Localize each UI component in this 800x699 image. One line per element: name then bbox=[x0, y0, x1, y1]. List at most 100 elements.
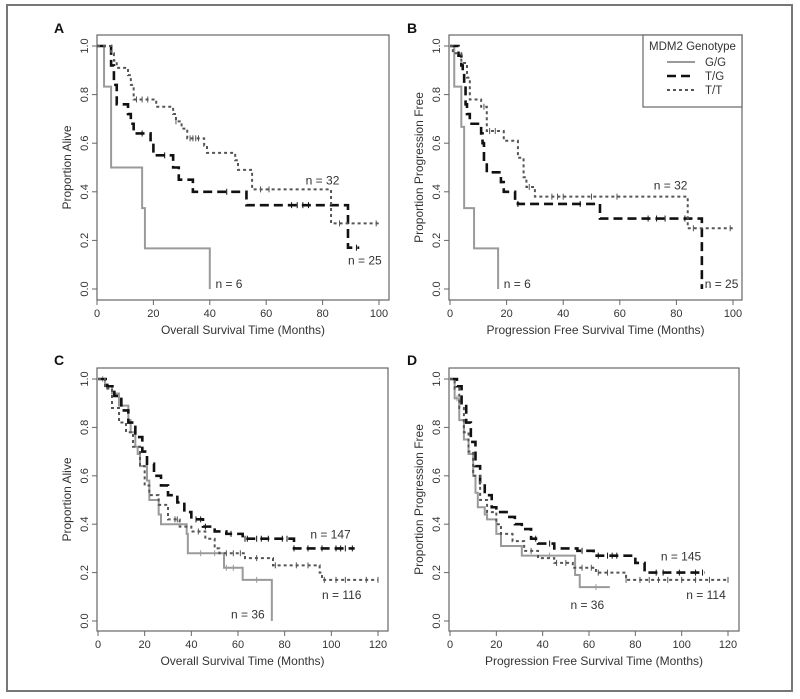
sample-size-label: n = 32 bbox=[654, 178, 688, 192]
y-tick-label: 0.0 bbox=[79, 281, 91, 296]
x-tick-label: 20 bbox=[147, 308, 159, 320]
y-tick-label: 0.8 bbox=[431, 420, 443, 435]
y-tick-label: 0.0 bbox=[431, 281, 443, 296]
km-curve-gg bbox=[97, 45, 211, 289]
y-axis-label: Proportion Progression Free bbox=[412, 424, 426, 575]
y-tick-label: 0.0 bbox=[431, 613, 443, 628]
km-curve-gg bbox=[98, 378, 273, 621]
km-curve-tt bbox=[450, 45, 733, 230]
km-curve-gg bbox=[450, 45, 500, 289]
x-tick-label: 40 bbox=[185, 639, 197, 651]
sample-size-label: n = 36 bbox=[570, 598, 604, 612]
x-axis-label: Progression Free Survival Time (Months) bbox=[486, 323, 704, 337]
x-tick-label: 80 bbox=[316, 308, 328, 320]
x-tick-label: 0 bbox=[95, 639, 101, 651]
y-tick-label: 0.6 bbox=[79, 468, 91, 483]
km-curve-gg bbox=[450, 378, 610, 589]
sample-size-label: n = 36 bbox=[231, 608, 265, 622]
km-curve-tt bbox=[98, 378, 378, 581]
km-curve-tg bbox=[97, 44, 360, 249]
plot-area-frame bbox=[96, 367, 389, 632]
legend-title: MDM2 Genotype bbox=[649, 41, 736, 53]
y-tick-label: 0.0 bbox=[79, 613, 91, 628]
y-tick-label: 1.0 bbox=[431, 38, 443, 53]
x-tick-label: 20 bbox=[139, 639, 151, 651]
panel-letter: A bbox=[54, 20, 64, 36]
legend-entry: T/G bbox=[705, 71, 724, 83]
sample-size-label: n = 145 bbox=[661, 550, 702, 564]
x-tick-label: 120 bbox=[719, 639, 737, 651]
x-tick-label: 100 bbox=[724, 308, 742, 320]
y-tick-label: 0.6 bbox=[431, 136, 443, 151]
x-tick-label: 60 bbox=[583, 639, 595, 651]
y-tick-label: 0.2 bbox=[431, 565, 443, 580]
sample-size-label: n = 25 bbox=[705, 277, 739, 291]
x-axis-label: Overall Survival Time (Months) bbox=[160, 654, 324, 668]
plot-area-frame bbox=[448, 34, 743, 301]
panel-letter: B bbox=[407, 20, 417, 36]
x-tick-label: 120 bbox=[369, 639, 387, 651]
y-tick-label: 0.2 bbox=[79, 233, 91, 248]
sample-size-label: n = 147 bbox=[310, 528, 351, 542]
legend-entry: G/G bbox=[705, 57, 726, 69]
x-tick-label: 60 bbox=[232, 639, 244, 651]
plot-area-frame bbox=[448, 367, 740, 632]
x-tick-label: 20 bbox=[490, 639, 502, 651]
x-axis-label: Progression Free Survival Time (Months) bbox=[485, 654, 703, 668]
x-axis-label: Overall Survival Time (Months) bbox=[161, 323, 325, 337]
y-tick-label: 0.4 bbox=[79, 184, 91, 199]
x-tick-label: 60 bbox=[614, 308, 626, 320]
y-tick-label: 0.6 bbox=[431, 468, 443, 483]
km-curve-tt bbox=[450, 378, 728, 581]
x-tick-label: 100 bbox=[672, 639, 690, 651]
x-tick-label: 80 bbox=[279, 639, 291, 651]
km-curve-tg bbox=[450, 44, 704, 289]
x-tick-label: 0 bbox=[94, 308, 100, 320]
km-curve-tg bbox=[98, 377, 355, 550]
x-tick-label: 100 bbox=[370, 308, 388, 320]
y-tick-label: 0.6 bbox=[79, 136, 91, 151]
x-tick-label: 40 bbox=[557, 308, 569, 320]
x-tick-label: 20 bbox=[500, 308, 512, 320]
y-tick-label: 0.4 bbox=[79, 517, 91, 532]
sample-size-label: n = 116 bbox=[322, 588, 362, 602]
y-tick-label: 0.8 bbox=[431, 87, 443, 102]
km-curve-tt bbox=[97, 45, 379, 225]
x-tick-label: 100 bbox=[322, 639, 340, 651]
x-tick-label: 80 bbox=[629, 639, 641, 651]
figure-border bbox=[6, 4, 793, 692]
sample-size-label: n = 114 bbox=[686, 588, 726, 602]
x-tick-label: 60 bbox=[260, 308, 272, 320]
x-tick-label: 0 bbox=[447, 308, 453, 320]
sample-size-label: n = 6 bbox=[215, 277, 242, 291]
y-tick-label: 0.4 bbox=[431, 184, 443, 199]
sample-size-label: n = 25 bbox=[348, 254, 382, 268]
y-axis-label: Proportion Alive bbox=[60, 457, 74, 541]
plot-area-frame bbox=[96, 34, 390, 301]
y-tick-label: 0.2 bbox=[431, 233, 443, 248]
y-tick-label: 0.8 bbox=[79, 87, 91, 102]
y-axis-label: Proportion Alive bbox=[60, 125, 74, 209]
y-tick-label: 0.4 bbox=[431, 517, 443, 532]
panel-c: C 0 20 40 60 80 100 120 0.0 0.2 0.4 0.6 0.8 1.0 Overal… bbox=[54, 352, 389, 668]
sample-size-label: n = 32 bbox=[306, 174, 340, 188]
legend-entry: T/T bbox=[705, 85, 722, 97]
legend-box bbox=[642, 34, 743, 108]
panel-letter: C bbox=[54, 352, 64, 368]
panel-letter: D bbox=[407, 352, 417, 368]
x-tick-label: 0 bbox=[447, 639, 453, 651]
y-tick-label: 1.0 bbox=[431, 371, 443, 386]
x-tick-label: 80 bbox=[670, 308, 682, 320]
panel-a: A 0 20 40 60 80 100 0.0 0.2 0.4 0.6 0.8 1.0 Overall S… bbox=[54, 20, 390, 337]
y-tick-label: 0.8 bbox=[79, 420, 91, 435]
sample-size-label: n = 6 bbox=[504, 277, 531, 291]
y-axis-label: Proportion Progression Free bbox=[412, 92, 426, 243]
x-tick-label: 40 bbox=[204, 308, 216, 320]
legend: MDM2 Genotype G/G T/G T/T bbox=[642, 34, 743, 108]
km-curve-tg bbox=[450, 377, 705, 574]
y-tick-label: 0.2 bbox=[79, 565, 91, 580]
panel-b: B 0 20 40 60 80 100 0.0 0.2 0.4 0.6 0.8 1.0 Progressi… bbox=[407, 20, 743, 337]
y-tick-label: 1.0 bbox=[79, 371, 91, 386]
panel-d: D 0 20 40 60 80 100 120 0.0 0.2 0.4 0.6 0.8 1.0 Progre… bbox=[407, 352, 740, 668]
